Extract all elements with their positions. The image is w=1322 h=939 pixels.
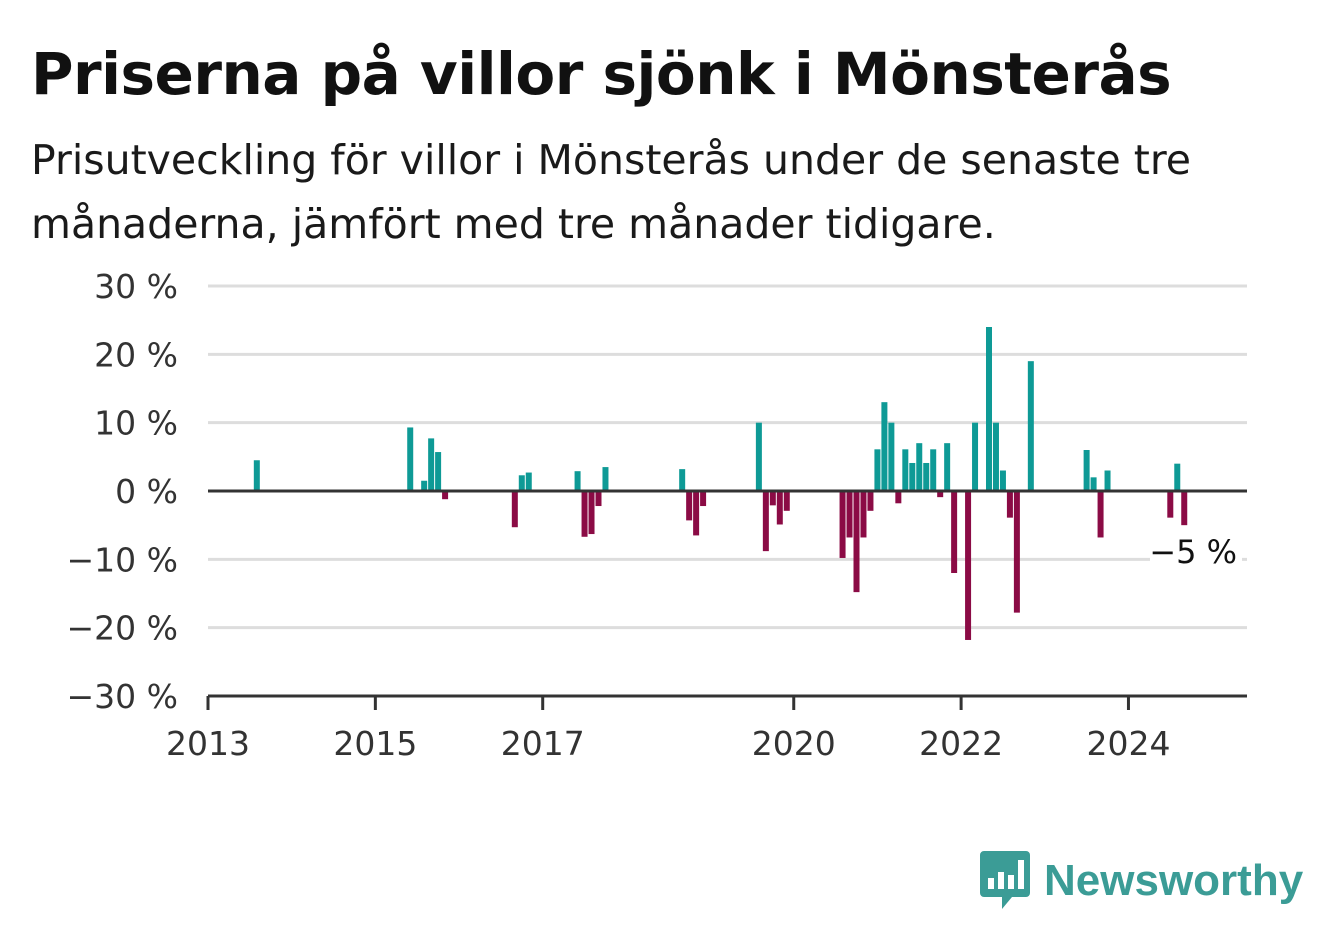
bar xyxy=(428,438,435,491)
bar-chart-speech-bubble-icon xyxy=(980,851,1030,909)
bar xyxy=(755,422,762,491)
bar xyxy=(916,443,923,491)
bar xyxy=(253,460,260,491)
bar xyxy=(762,491,769,552)
chart-subtitle: Prisutveckling för villor i Mönsterås un… xyxy=(31,136,1192,248)
bar xyxy=(518,475,525,491)
bar xyxy=(888,422,895,491)
x-tick-label: 2017 xyxy=(501,724,585,763)
bar xyxy=(895,491,902,504)
bar xyxy=(972,422,979,491)
bar xyxy=(867,491,874,511)
bar xyxy=(839,491,846,558)
bar xyxy=(874,449,881,491)
bar xyxy=(985,327,992,491)
bar xyxy=(581,491,588,537)
bar xyxy=(679,469,686,491)
y-tick-label: 0 % xyxy=(115,472,178,511)
bar xyxy=(909,462,916,491)
bar xyxy=(1167,491,1174,518)
bar xyxy=(853,491,860,593)
bar xyxy=(1181,491,1188,526)
bar xyxy=(525,472,532,491)
bar xyxy=(944,443,951,491)
y-tick-label: −10 % xyxy=(67,540,179,579)
y-tick-label: 10 % xyxy=(94,404,178,443)
bar xyxy=(435,452,442,491)
bar xyxy=(951,491,958,573)
y-tick-label: 20 % xyxy=(94,335,178,374)
bar xyxy=(846,491,853,538)
bar xyxy=(992,422,999,491)
y-tick-label: −20 % xyxy=(67,609,179,648)
bar xyxy=(776,491,783,525)
bar xyxy=(1027,361,1034,491)
end-value-label: −5 % xyxy=(1149,533,1237,571)
bar xyxy=(407,427,414,491)
end-label-background xyxy=(1150,533,1242,574)
bar xyxy=(930,449,937,491)
x-tick-label: 2013 xyxy=(166,724,250,763)
y-axis-ticks: 30 % 20 % 10 % 0 % −10 % −20 % −30 % xyxy=(67,267,179,716)
bar xyxy=(902,449,909,491)
bar xyxy=(1104,470,1111,491)
bar xyxy=(937,491,944,498)
bar xyxy=(693,491,700,536)
x-tick-label: 2024 xyxy=(1086,724,1170,763)
gridlines xyxy=(208,284,1247,630)
x-tick-label: 2022 xyxy=(919,724,1003,763)
bar xyxy=(1090,477,1097,491)
bar xyxy=(999,470,1006,491)
bar xyxy=(602,467,609,491)
y-tick-label: −30 % xyxy=(67,677,179,716)
brand-name: Newsworthy xyxy=(1044,856,1304,905)
bar xyxy=(511,491,518,528)
bar xyxy=(923,462,930,491)
bar xyxy=(442,491,449,500)
bar xyxy=(860,491,867,538)
x-axis: 2013 2015 2017 2020 2022 2024 xyxy=(166,694,1247,763)
bar xyxy=(965,491,972,640)
bar xyxy=(700,491,707,507)
bar xyxy=(588,491,595,535)
bar xyxy=(574,471,581,491)
bar xyxy=(1083,450,1090,491)
bar xyxy=(421,480,428,491)
y-tick-label: 30 % xyxy=(94,267,178,306)
bar xyxy=(1097,491,1104,538)
bar xyxy=(1174,463,1181,491)
brand-logo: Newsworthy xyxy=(980,850,1303,912)
bar xyxy=(686,491,693,521)
x-tick-label: 2015 xyxy=(333,724,417,763)
bar xyxy=(783,491,790,511)
bar xyxy=(595,491,602,507)
x-tick-label: 2020 xyxy=(752,724,836,763)
chart-title: Priserna på villor sjönk i Mönsterås xyxy=(31,40,1172,108)
bars xyxy=(253,327,1188,640)
bar xyxy=(1013,491,1020,613)
bar xyxy=(769,491,776,506)
bar xyxy=(881,402,888,491)
bar xyxy=(1006,491,1013,518)
